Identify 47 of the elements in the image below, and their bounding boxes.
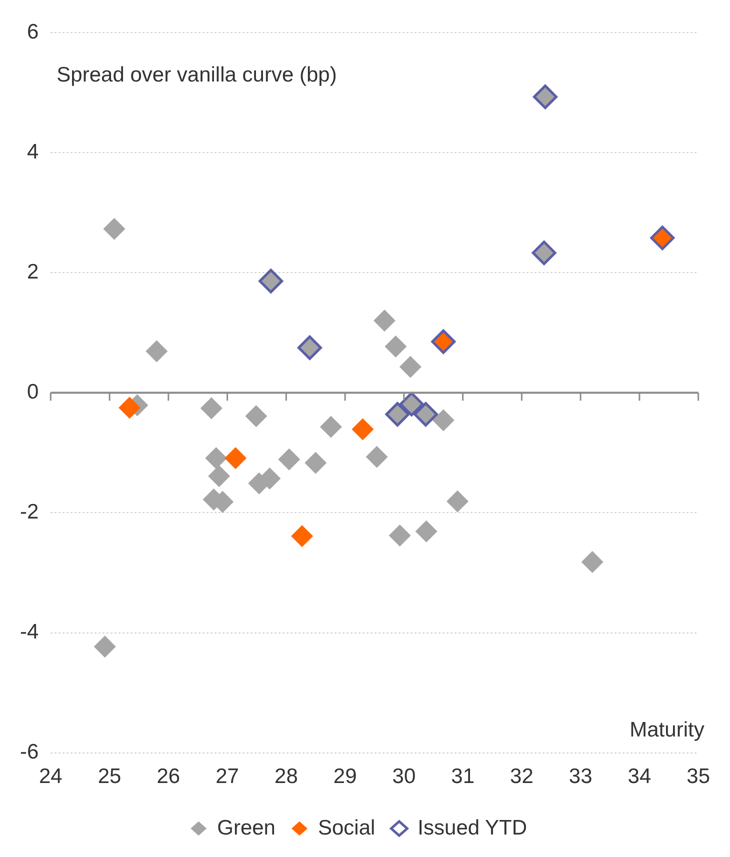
point (304, 452, 327, 474)
x-tick-label: 33 (568, 765, 592, 788)
legend-label: Issued YTD (418, 816, 528, 840)
point (200, 397, 222, 420)
point (384, 335, 407, 358)
legend-label: Green (217, 816, 276, 840)
point (366, 446, 388, 468)
y-tick-label: 0 (26, 380, 39, 404)
x-tick-label: 26 (156, 765, 180, 788)
point (146, 340, 168, 362)
x-tick-label: 27 (216, 765, 239, 788)
point (291, 525, 314, 548)
point (374, 310, 396, 332)
x-tick-label: 24 (38, 765, 63, 788)
x-tick-label: 28 (274, 765, 298, 788)
y-tick-label: -4 (20, 620, 39, 644)
x-tick-label: 31 (451, 765, 474, 788)
y-tick-label: -2 (20, 500, 39, 524)
x-tick-label: 25 (98, 765, 122, 788)
point (581, 550, 604, 573)
point (208, 465, 230, 488)
point (352, 418, 374, 440)
point (118, 396, 141, 419)
x-axis-title: Maturity (630, 718, 705, 742)
point (432, 409, 454, 432)
y-tick-label: 4 (26, 140, 39, 164)
x-tick-label: 34 (628, 765, 652, 788)
x-tick-label: 29 (333, 765, 357, 788)
y-tick-label: -6 (20, 740, 39, 764)
point (388, 524, 411, 547)
point (224, 447, 247, 470)
point (205, 447, 228, 470)
point (278, 448, 300, 470)
x-tick-label: 30 (392, 765, 416, 788)
legend-label: Social (318, 816, 376, 840)
point (446, 490, 469, 512)
point (320, 416, 342, 438)
y-tick-label: 2 (26, 260, 39, 284)
point (103, 218, 126, 240)
x-tick-label: 32 (510, 765, 534, 788)
point (245, 405, 268, 428)
point (94, 636, 116, 658)
y-axis-title: Spread over vanilla curve (bp) (56, 63, 337, 86)
point (399, 356, 422, 378)
y-tick-label: 6 (26, 20, 39, 44)
x-tick-label: 35 (686, 765, 710, 788)
point (415, 520, 438, 542)
